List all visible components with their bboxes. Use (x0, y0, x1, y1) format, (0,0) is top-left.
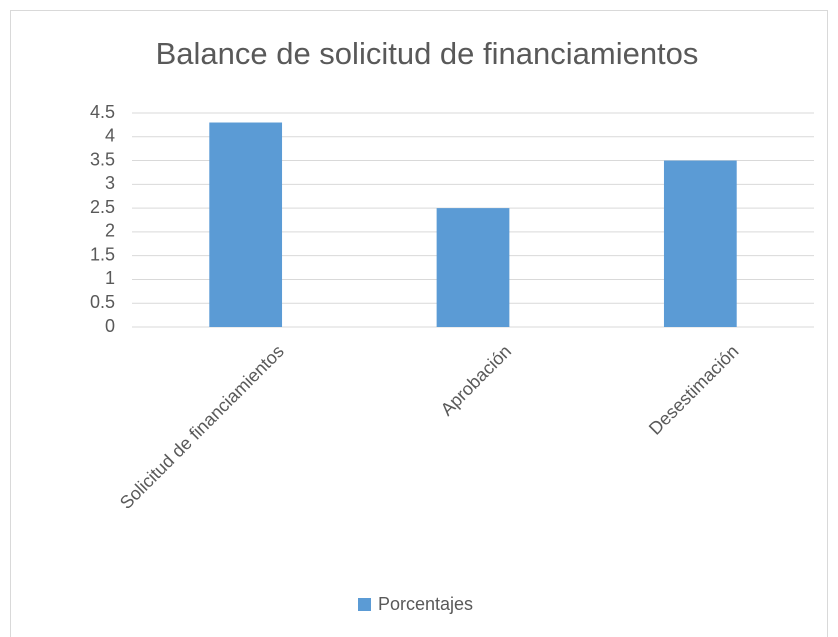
y-tick-label: 1 (105, 268, 115, 288)
bar (663, 160, 737, 327)
bar (209, 122, 283, 327)
y-tick-label: 3.5 (90, 149, 115, 169)
legend-swatch (358, 598, 371, 611)
y-tick-label: 0.5 (90, 292, 115, 312)
y-tick-label: 2.5 (90, 197, 115, 217)
y-tick-label: 3 (105, 173, 115, 193)
chart-title: Balance de solicitud de financiamientos (156, 36, 699, 71)
y-tick-label: 2 (105, 221, 115, 241)
y-tick-label: 1.5 (90, 244, 115, 264)
y-tick-label: 4 (105, 126, 115, 146)
y-tick-label: 4.5 (90, 102, 115, 122)
legend-label: Porcentajes (378, 594, 473, 614)
bar (436, 208, 510, 327)
y-tick-label: 0 (105, 316, 115, 336)
